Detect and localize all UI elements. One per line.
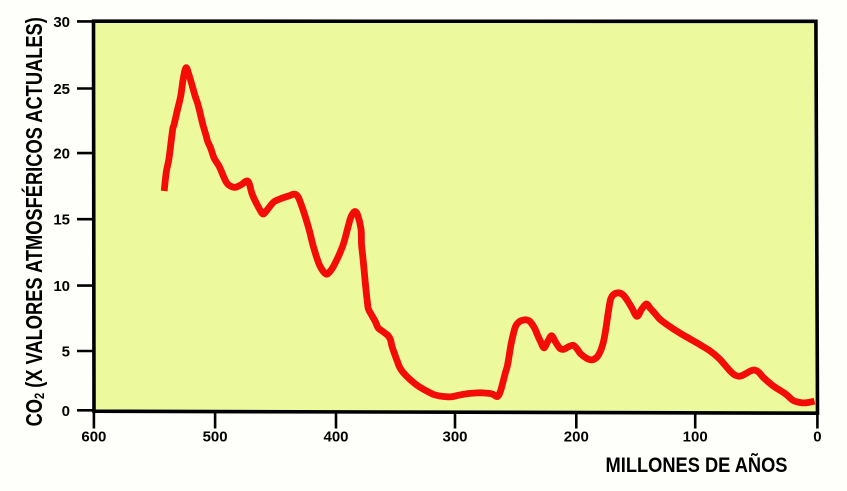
svg-text:5: 5 [62, 344, 70, 361]
svg-text:MILLONES DE AÑOS: MILLONES DE AÑOS [606, 453, 788, 478]
svg-text:25: 25 [53, 81, 70, 98]
svg-text:400: 400 [323, 428, 348, 445]
svg-text:20: 20 [53, 146, 70, 163]
svg-text:30: 30 [53, 14, 70, 31]
svg-text:600: 600 [81, 428, 106, 445]
svg-text:500: 500 [203, 428, 228, 445]
svg-text:10: 10 [53, 278, 70, 295]
svg-text:0: 0 [62, 403, 70, 420]
svg-text:CO2 (X VALORES ATMOSFÉRICOS AC: CO2 (X VALORES ATMOSFÉRICOS ACTUALES) [22, 17, 47, 426]
svg-text:15: 15 [53, 212, 70, 229]
svg-text:200: 200 [564, 428, 589, 445]
svg-text:0: 0 [813, 428, 821, 445]
svg-text:300: 300 [442, 428, 467, 445]
svg-text:100: 100 [683, 428, 708, 445]
